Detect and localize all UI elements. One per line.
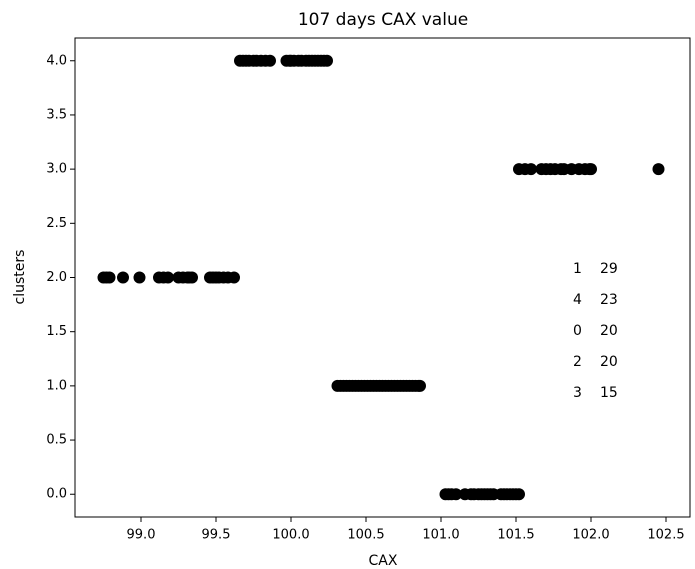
y-axis-label: clusters: [12, 250, 28, 305]
x-tick-label: 100.5: [347, 528, 384, 543]
plot-frame: [74, 37, 691, 518]
y-tick-label: 3.0: [46, 162, 67, 177]
point: [162, 271, 174, 284]
y-tick-label: 0.0: [46, 487, 67, 502]
y-tick-label: 4.0: [46, 53, 67, 68]
chart-title: 107 days CAX value: [298, 10, 468, 30]
point: [186, 271, 198, 284]
point: [103, 271, 116, 284]
y-tick-label: 1.0: [46, 378, 67, 393]
annotation-label: 4: [573, 292, 582, 308]
annotation-count: 23: [600, 292, 618, 308]
annotation-label: 3: [573, 385, 582, 401]
point: [321, 54, 333, 67]
y-tick-label: 0.5: [46, 433, 67, 448]
point: [117, 271, 129, 284]
y-tick-label: 2.5: [46, 216, 67, 231]
x-axis-label: CAX: [369, 553, 398, 569]
y-tick-label: 1.5: [46, 324, 67, 339]
annotation-count: 20: [600, 354, 618, 370]
point: [414, 379, 426, 392]
x-tick-label: 99.5: [202, 528, 231, 543]
point: [652, 163, 665, 176]
point: [133, 271, 146, 284]
annotation-label: 1: [573, 261, 582, 277]
point: [228, 271, 240, 284]
point: [525, 163, 537, 176]
y-tick-label: 3.5: [46, 107, 67, 122]
point: [264, 54, 276, 67]
x-tick-label: 102.5: [647, 528, 684, 543]
x-tick-label: 102.0: [572, 528, 609, 543]
y-tick-label: 2.0: [46, 270, 67, 285]
annotation-count: 15: [600, 385, 618, 401]
x-tick-label: 100.0: [272, 528, 309, 543]
x-tick-label: 101.0: [422, 528, 459, 543]
x-tick-label: 99.0: [127, 528, 156, 543]
x-tick-label: 101.5: [497, 528, 534, 543]
point: [513, 488, 525, 501]
annotation-label: 2: [573, 354, 582, 370]
annotation-label: 0: [573, 323, 582, 339]
annotation-count: 20: [600, 323, 618, 339]
point: [450, 488, 462, 501]
point: [585, 163, 597, 176]
annotation-count: 29: [600, 261, 618, 277]
